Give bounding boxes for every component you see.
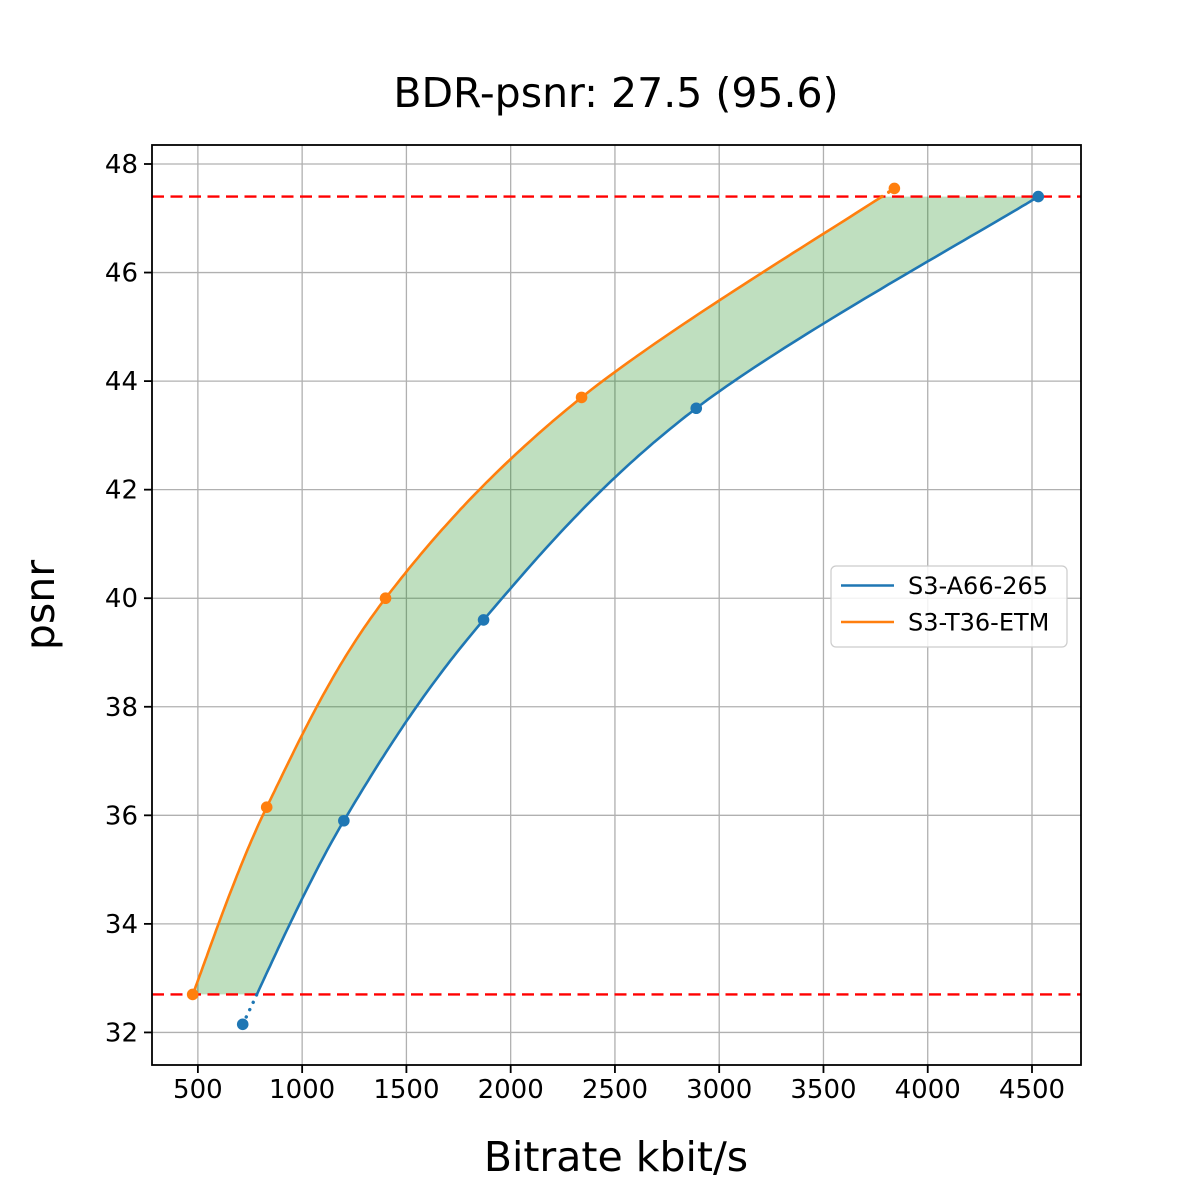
y-tick-label: 48 bbox=[105, 150, 138, 180]
legend: S3-A66-265 S3-T36-ETM bbox=[830, 565, 1068, 648]
data-point-marker-s3-t36-etm bbox=[260, 801, 273, 813]
chart-title: BDR-psnr: 27.5 (95.6) bbox=[393, 69, 838, 117]
legend-label-s3-a66-265: S3-A66-265 bbox=[908, 572, 1048, 600]
legend-label-s3-t36-etm: S3-T36-ETM bbox=[908, 609, 1049, 637]
data-point-marker-s3-t36-etm bbox=[379, 592, 392, 605]
x-tick-label: 1500 bbox=[373, 1075, 439, 1105]
y-tick-label: 40 bbox=[105, 584, 138, 614]
x-tick-label: 2500 bbox=[582, 1075, 648, 1105]
x-tick-label: 3500 bbox=[790, 1075, 856, 1105]
data-point-marker-s3-a66-265 bbox=[338, 814, 350, 827]
overlap-reference-lines bbox=[152, 195, 1081, 996]
x-tick-label: 1000 bbox=[269, 1075, 335, 1105]
data-point-marker-s3-a66-265 bbox=[690, 402, 703, 415]
data-point-marker-s3-a66-265 bbox=[236, 1018, 249, 1031]
y-tick-label: 36 bbox=[105, 801, 138, 831]
data-point-marker-s3-a66-265 bbox=[477, 614, 490, 626]
y-tick-label: 46 bbox=[105, 259, 138, 289]
series-line-s3-t36-etm bbox=[191, 195, 883, 995]
plot-border bbox=[151, 144, 1082, 1066]
data-point-marker-s3-t36-etm bbox=[186, 988, 199, 1001]
y-tick-label: 44 bbox=[105, 367, 138, 397]
series-line-s3-a66-265 bbox=[255, 195, 1039, 996]
y-tick-label: 32 bbox=[105, 1018, 138, 1048]
y-tick-label: 38 bbox=[105, 693, 138, 723]
data-point-marker-s3-a66-265 bbox=[1032, 190, 1045, 203]
y-tick-label: 34 bbox=[105, 910, 138, 940]
axes-ticks-and-labels: 500 1000 1500 2000 2500 3000 3500 4000 4500 32 34 3… bbox=[105, 150, 1065, 1105]
series-dotted-tail-s3-t36-etm bbox=[880, 186, 897, 199]
series-curves bbox=[191, 186, 1039, 1026]
bd-gap-fill-region bbox=[192, 196, 1039, 995]
x-tick-label: 2000 bbox=[478, 1075, 544, 1105]
series-dotted-tail-s3-a66-265 bbox=[241, 992, 259, 1026]
data-point-marker-s3-t36-etm bbox=[575, 391, 588, 404]
x-tick-label: 500 bbox=[173, 1075, 223, 1105]
x-tick-label: 4000 bbox=[895, 1075, 961, 1105]
data-point-marker-s3-t36-etm bbox=[888, 182, 901, 195]
y-tick-label: 42 bbox=[105, 476, 138, 506]
x-tick-label: 4500 bbox=[999, 1075, 1065, 1105]
data-point-markers bbox=[186, 182, 1045, 1031]
x-tick-label: 3000 bbox=[686, 1075, 752, 1105]
x-axis-label: Bitrate kbit/s bbox=[484, 1133, 748, 1181]
y-axis-label: psnr bbox=[16, 560, 64, 650]
bd-gap-fill bbox=[192, 196, 1039, 995]
